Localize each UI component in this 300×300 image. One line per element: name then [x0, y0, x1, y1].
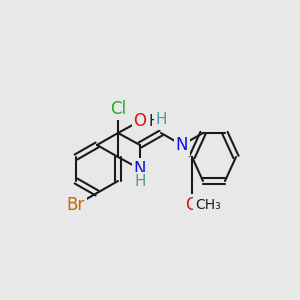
Text: N: N — [134, 160, 146, 178]
Text: H: H — [155, 112, 167, 127]
Text: Cl: Cl — [110, 100, 126, 118]
Text: CH₃: CH₃ — [195, 198, 221, 212]
Text: N: N — [176, 136, 188, 154]
Text: H: H — [148, 113, 160, 128]
Text: Br: Br — [67, 196, 85, 214]
Text: O: O — [134, 112, 146, 130]
Text: H: H — [134, 173, 146, 188]
Text: O: O — [185, 196, 199, 214]
